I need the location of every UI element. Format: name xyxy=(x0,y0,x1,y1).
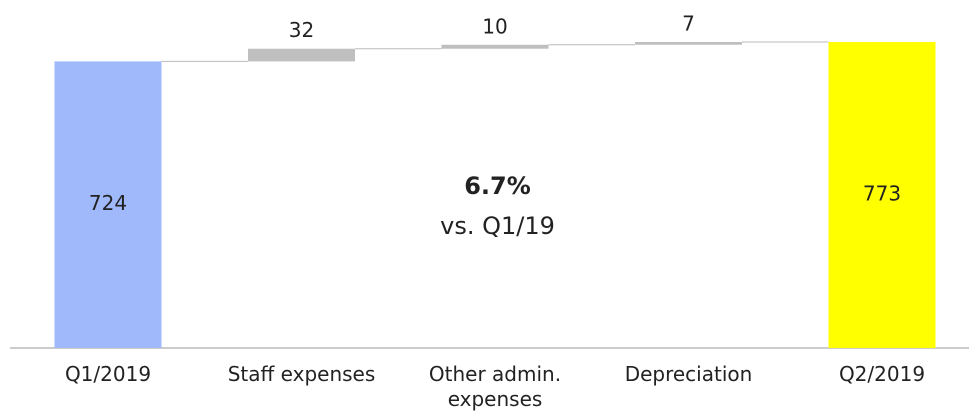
bar xyxy=(441,44,549,49)
category-label: Depreciation xyxy=(624,362,753,386)
value-label: 7 xyxy=(682,12,695,36)
value-label: 10 xyxy=(482,14,507,38)
category-label: Q2/2019 xyxy=(838,362,926,386)
bar xyxy=(828,42,936,348)
value-label: 724 xyxy=(89,191,127,215)
bar xyxy=(248,48,355,62)
category-label: Other admin. expenses xyxy=(428,362,562,411)
bar xyxy=(635,42,742,45)
value-label: 32 xyxy=(289,18,314,42)
bar xyxy=(54,61,162,348)
category-label: Staff expenses xyxy=(227,362,376,386)
value-label: 773 xyxy=(863,182,901,206)
annotation-text: vs. Q1/19 xyxy=(440,212,555,240)
category-label: Q1/2019 xyxy=(64,362,152,386)
annotation-title: 6.7% xyxy=(464,172,531,200)
